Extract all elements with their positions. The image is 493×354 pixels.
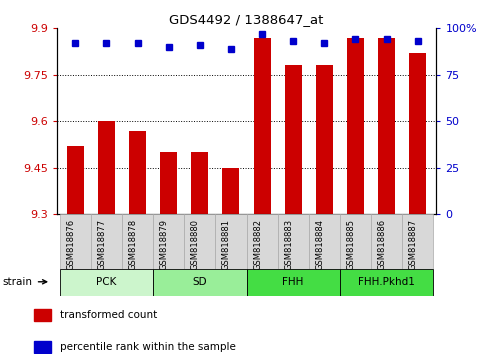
Text: percentile rank within the sample: percentile rank within the sample: [60, 342, 236, 352]
Text: GSM818880: GSM818880: [191, 218, 200, 269]
Text: GSM818876: GSM818876: [67, 218, 75, 270]
Bar: [60, 269, 153, 296]
Bar: [191, 152, 209, 214]
Bar: [129, 131, 146, 214]
Bar: [122, 214, 153, 269]
Bar: [184, 214, 215, 269]
Bar: [253, 38, 271, 214]
Title: GDS4492 / 1388647_at: GDS4492 / 1388647_at: [169, 13, 324, 26]
Text: GSM818878: GSM818878: [129, 218, 138, 270]
Text: FHH.Pkhd1: FHH.Pkhd1: [358, 277, 415, 287]
Bar: [246, 214, 278, 269]
Bar: [340, 269, 433, 296]
Bar: [246, 269, 340, 296]
Bar: [153, 214, 184, 269]
Text: FHH: FHH: [282, 277, 304, 287]
Text: GSM818883: GSM818883: [284, 218, 293, 270]
Bar: [278, 214, 309, 269]
Bar: [98, 121, 115, 214]
Text: transformed count: transformed count: [60, 310, 157, 320]
Text: SD: SD: [192, 277, 207, 287]
Text: GSM818884: GSM818884: [316, 218, 324, 269]
Bar: [222, 168, 240, 214]
Bar: [309, 214, 340, 269]
Bar: [347, 38, 364, 214]
Bar: [371, 214, 402, 269]
Text: GSM818887: GSM818887: [409, 218, 418, 270]
Bar: [402, 214, 433, 269]
Text: GSM818886: GSM818886: [378, 218, 387, 270]
Text: GSM818879: GSM818879: [160, 218, 169, 269]
Bar: [67, 146, 84, 214]
Bar: [160, 152, 177, 214]
Text: GSM818881: GSM818881: [222, 218, 231, 269]
Bar: [34, 309, 51, 321]
Bar: [284, 65, 302, 214]
Bar: [378, 38, 395, 214]
Text: GSM818882: GSM818882: [253, 218, 262, 269]
Bar: [34, 341, 51, 353]
Bar: [340, 214, 371, 269]
Bar: [91, 214, 122, 269]
Text: PCK: PCK: [96, 277, 117, 287]
Bar: [215, 214, 246, 269]
Bar: [316, 65, 333, 214]
Bar: [409, 53, 426, 214]
Text: GSM818885: GSM818885: [347, 218, 355, 269]
Bar: [153, 269, 246, 296]
Text: GSM818877: GSM818877: [98, 218, 106, 270]
Bar: [60, 214, 91, 269]
Text: strain: strain: [3, 277, 47, 287]
